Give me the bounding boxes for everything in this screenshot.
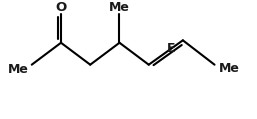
- Text: E: E: [167, 42, 175, 55]
- Text: O: O: [55, 1, 67, 14]
- Text: Me: Me: [109, 1, 130, 14]
- Text: Me: Me: [219, 62, 240, 75]
- Text: Me: Me: [8, 63, 29, 76]
